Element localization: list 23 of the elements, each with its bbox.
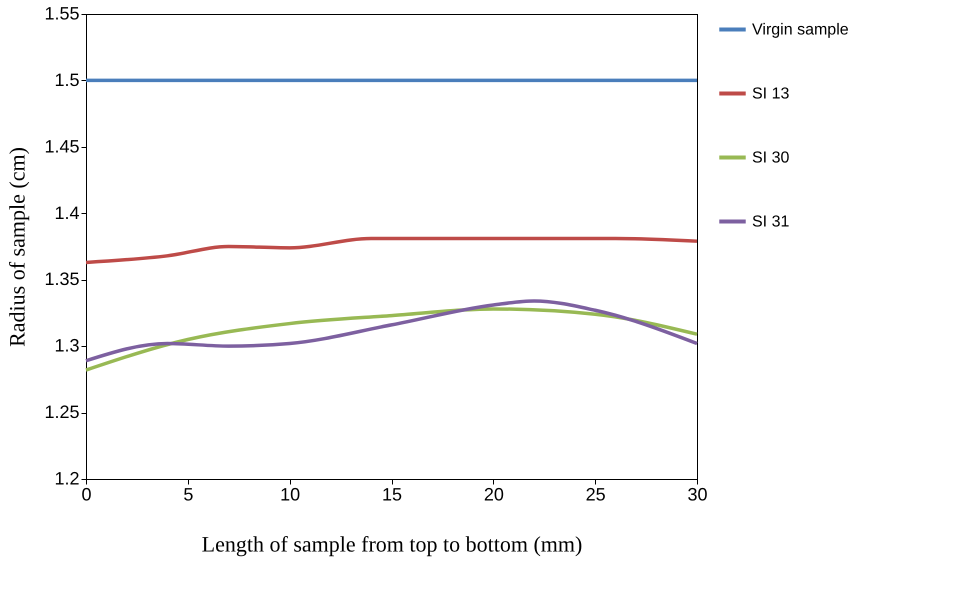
y-tick-label: 1.55 [44,4,80,24]
y-tick-label: 1.35 [44,269,80,290]
y-tick-label: 1.5 [54,70,80,90]
x-tick-label: 5 [183,484,194,504]
x-axis-title: Length of sample from top to bottom (mm) [202,532,582,556]
y-tick-label: 1.3 [54,336,80,356]
x-tick-label: 10 [280,484,300,504]
y-tick-label: 1.4 [54,202,80,223]
y-tick-label: 1.2 [54,468,80,488]
x-tick-label: 0 [81,484,92,504]
legend-label: SI 31 [752,214,790,230]
x-tick-label: 25 [586,484,606,504]
x-tick-label: 20 [484,484,504,504]
legend-label: SI 30 [752,150,790,166]
x-tick-label: 30 [687,484,708,504]
line-series [84,236,699,264]
legend-label: Virgin sample [752,22,849,38]
line-series [84,299,699,363]
x-tick-label: 15 [382,484,402,504]
y-axis-title: Radius of sample (cm) [4,147,30,347]
legend-label: SI 13 [752,86,790,102]
y-tick-label: 1.25 [44,402,80,422]
y-tick-label: 1.45 [44,136,80,156]
